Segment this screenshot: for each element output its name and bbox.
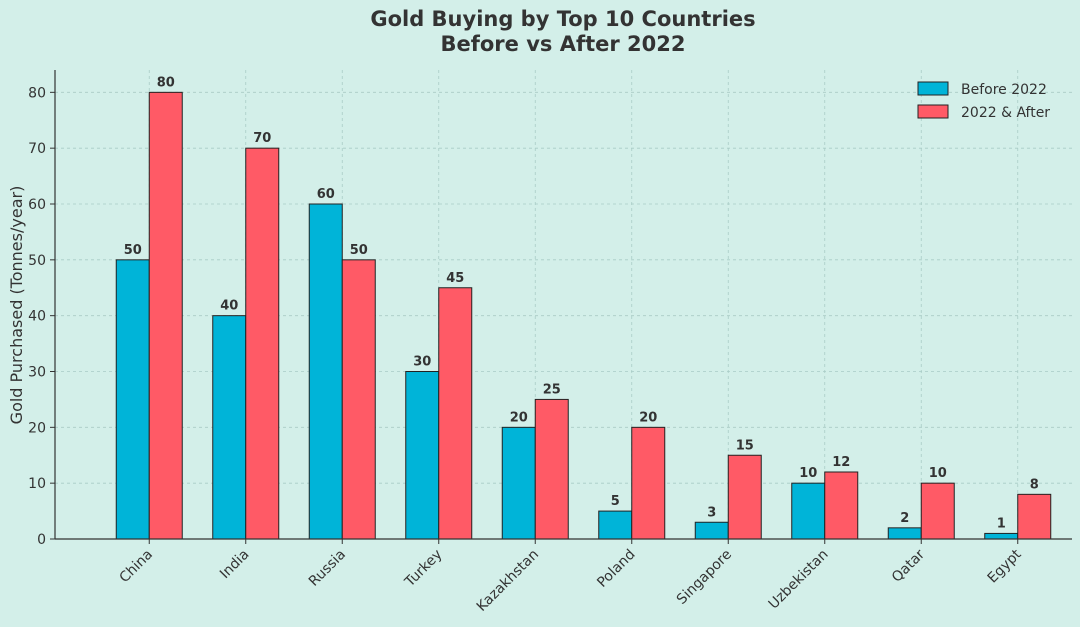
bar-2022-and-after-russia <box>341 259 376 540</box>
bar-value-label: 40 <box>220 299 238 314</box>
bar-2022-and-after-egypt <box>1017 493 1052 540</box>
y-tick-label: 50 <box>28 253 46 269</box>
chart-title-line2: Before vs After 2022 <box>440 32 685 56</box>
y-tick-label: 0 <box>37 532 46 548</box>
chart-title-line1: Gold Buying by Top 10 Countries <box>370 7 755 31</box>
bar-2022-and-after-india <box>245 147 280 540</box>
bar-before-2022-china <box>115 259 150 540</box>
bar-value-label: 70 <box>253 131 271 146</box>
bar-value-label: 50 <box>124 243 142 258</box>
bar-before-2022-poland <box>598 510 633 540</box>
y-tick-label: 70 <box>28 141 46 157</box>
bar-before-2022-qatar <box>887 527 922 540</box>
bar-value-label: 3 <box>707 505 716 520</box>
bar-value-label: 1 <box>997 516 1006 531</box>
y-tick-label: 80 <box>28 85 46 101</box>
y-tick-label: 10 <box>28 476 46 492</box>
bar-2022-and-after-poland <box>631 426 666 540</box>
bar-before-2022-india <box>212 315 247 540</box>
legend: Before 2022 2022 & After <box>917 81 1050 121</box>
y-tick-label: 30 <box>28 365 46 381</box>
bar-value-label: 15 <box>736 438 754 453</box>
bar-value-label: 60 <box>317 187 335 202</box>
bar-value-label: 30 <box>413 355 431 370</box>
bar-before-2022-egypt <box>984 532 1019 540</box>
bar-value-label: 20 <box>510 410 528 425</box>
bar-before-2022-russia <box>308 203 343 540</box>
legend-swatch <box>917 104 949 119</box>
bar-value-label: 10 <box>929 466 947 481</box>
bar-before-2022-uzbekistan <box>791 482 826 540</box>
bar-value-label: 80 <box>157 75 175 90</box>
legend-label: Before 2022 <box>961 82 1047 98</box>
bar-value-label: 45 <box>446 271 464 286</box>
bar-2022-and-after-china <box>148 91 183 540</box>
bar-2022-and-after-qatar <box>920 482 955 540</box>
bar-before-2022-kazakhstan <box>501 426 536 540</box>
y-tick-label: 20 <box>28 420 46 436</box>
bar-2022-and-after-kazakhstan <box>534 398 569 540</box>
bar-before-2022-turkey <box>405 371 440 540</box>
y-tick-label: 60 <box>28 197 46 213</box>
y-tick-label: 40 <box>28 309 46 325</box>
bar-value-label: 25 <box>543 382 561 397</box>
bar-value-label: 10 <box>799 466 817 481</box>
y-axis-label: Gold Purchased (Tonnes/year) <box>7 186 26 425</box>
bar-before-2022-singapore <box>694 521 729 540</box>
bar-2022-and-after-uzbekistan <box>824 471 859 540</box>
bar-value-label: 2 <box>900 511 909 526</box>
bar-value-label: 5 <box>611 494 620 509</box>
legend-swatch <box>917 81 949 96</box>
bar-value-label: 50 <box>350 243 368 258</box>
bar-value-label: 12 <box>832 455 850 470</box>
bar-value-label: 8 <box>1030 477 1039 492</box>
bar-2022-and-after-singapore <box>727 454 762 540</box>
legend-label: 2022 & After <box>961 105 1050 121</box>
bar-value-label: 20 <box>639 410 657 425</box>
bar-2022-and-after-turkey <box>438 287 473 540</box>
